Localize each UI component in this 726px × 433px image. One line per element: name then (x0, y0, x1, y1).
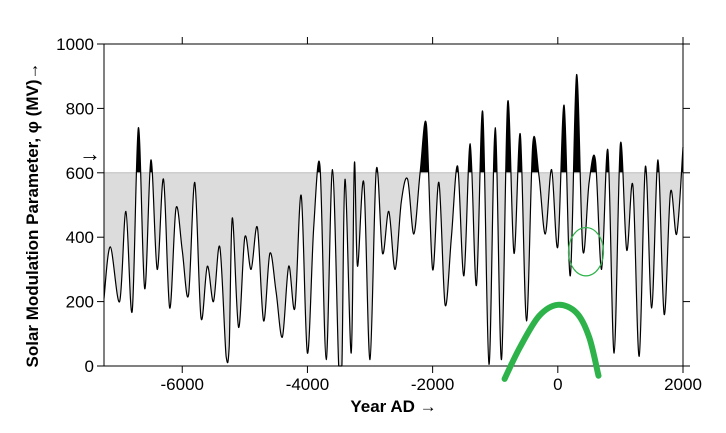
plot-area (103, 73, 684, 367)
y-axis-title: Solar Modulation Parameter, φ (MV)→ (23, 63, 42, 368)
axes: 0 200 400 600 800 1000 -6000 -4000 -2000 0 2000 (56, 35, 702, 394)
x-tick-label: 0 (553, 375, 562, 394)
below-threshold-fill (104, 172, 682, 366)
y-tick-label: 1000 (56, 35, 94, 54)
x-axis-title: Year AD → (350, 397, 436, 416)
x-tick-label: -6000 (161, 375, 204, 394)
x-tick-label: -4000 (286, 375, 329, 394)
annotation-circle (567, 226, 605, 277)
y-tick-label: 400 (66, 228, 94, 247)
x-tick-label: -2000 (411, 375, 454, 394)
y-tick-label: 200 (66, 293, 94, 312)
y-tick-label: 800 (66, 99, 94, 118)
x-tick-label: 2000 (664, 375, 702, 394)
threshold-arrow-marker: → (79, 141, 101, 166)
y-tick-label: 600 (66, 164, 94, 183)
annotation-arc (501, 301, 602, 382)
y-tick-label: 0 (85, 357, 94, 376)
series-line (103, 73, 684, 367)
plot-frame (103, 43, 684, 367)
annotations (501, 226, 605, 382)
